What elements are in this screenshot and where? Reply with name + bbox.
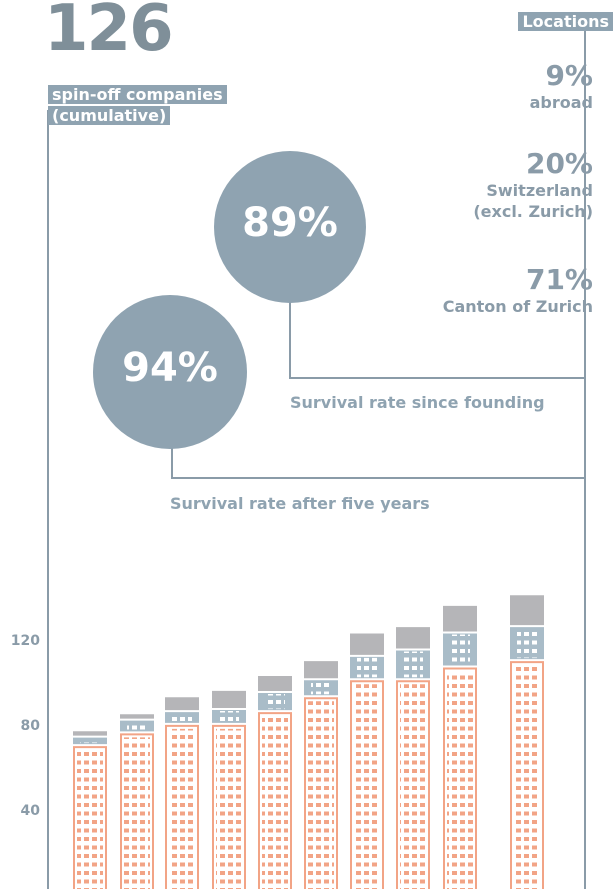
y-tick-label: 120 [10, 633, 40, 649]
bar-segment [212, 690, 246, 708]
bar-segment [73, 731, 107, 736]
circle [214, 151, 366, 303]
windows [357, 657, 377, 678]
windows [447, 671, 473, 889]
share: 71% [525, 263, 593, 296]
windows [265, 694, 285, 710]
windows [308, 701, 334, 889]
y-tick-label: 40 [20, 803, 40, 819]
circle [93, 295, 247, 449]
windows [127, 721, 147, 731]
bar-segment [165, 697, 199, 711]
windows [262, 716, 288, 889]
share: 20% [525, 147, 593, 180]
locations-title: Locations [518, 12, 613, 31]
windows [219, 711, 239, 722]
windows [354, 684, 380, 889]
windows [77, 750, 103, 889]
label: spin-off companies (cumulative) [48, 85, 227, 125]
windows [400, 684, 426, 889]
windows [216, 728, 242, 889]
windows [403, 651, 423, 678]
windows [450, 634, 470, 665]
location: 20% Switzerland (excl. Zurich) [468, 148, 593, 222]
windows [80, 738, 100, 744]
location: 71% Canton of Zurich [393, 264, 593, 317]
survival-label: Survival rate since founding [290, 393, 545, 412]
windows [517, 628, 537, 659]
location: 9% abroad [453, 60, 593, 113]
bar-segment [120, 714, 154, 719]
total: 126 [44, 0, 174, 66]
bar-segment [304, 661, 338, 679]
label: Locations [518, 12, 613, 31]
y-tick-label: 80 [20, 718, 40, 734]
windows [514, 665, 540, 889]
bar-segment [510, 595, 544, 626]
location-name: Canton of Zurich [442, 297, 593, 316]
survival-label: Survival rate after five years [170, 494, 430, 513]
location-name: abroad [529, 93, 593, 112]
windows [311, 681, 331, 695]
frame-lines [47, 28, 586, 889]
bar-segment [443, 605, 477, 632]
survival-rate: 89% [242, 200, 338, 246]
location-name: Switzerland (excl. Zurich) [473, 181, 593, 221]
total-label: spin-off companies (cumulative) [48, 84, 248, 126]
windows [172, 713, 192, 722]
windows [124, 737, 150, 889]
bar-segment [396, 627, 430, 649]
windows [169, 728, 195, 889]
bar-segment [258, 676, 292, 691]
share: 9% [545, 59, 593, 92]
bar-segment [350, 633, 384, 655]
survival-rate: 94% [122, 345, 218, 391]
